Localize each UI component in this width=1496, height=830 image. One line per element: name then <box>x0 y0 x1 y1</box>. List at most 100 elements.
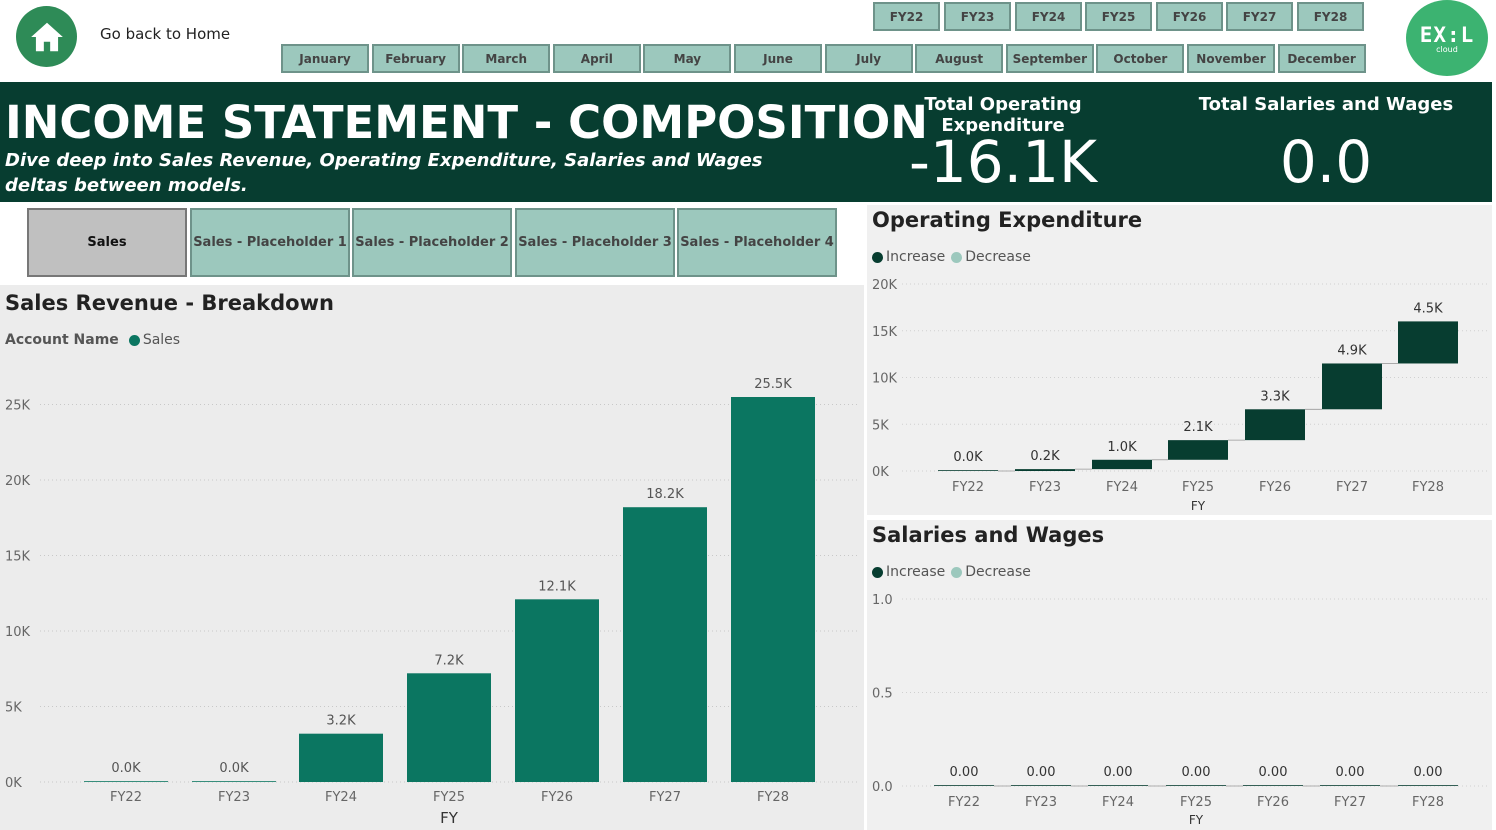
x-tick-label: FY28 <box>1412 480 1444 495</box>
month-button-august[interactable]: August <box>915 44 1004 73</box>
y-tick-label: 5K <box>5 701 22 716</box>
tab-sales-placeholder-3[interactable]: Sales - Placeholder 3 <box>515 208 675 277</box>
waterfall-bar[interactable] <box>1166 785 1226 786</box>
legend-dot <box>128 334 140 346</box>
month-button-september[interactable]: September <box>1005 44 1094 73</box>
month-button-october[interactable]: October <box>1096 44 1185 73</box>
sales-bar[interactable] <box>192 781 276 782</box>
logo-text: EX:L <box>1419 22 1475 47</box>
bar-data-label: 0.00 <box>1414 765 1443 780</box>
x-tick-label: FY24 <box>1106 480 1138 495</box>
fy-button-fy22[interactable]: FY22 <box>873 2 940 31</box>
opex-legend: Increase Decrease <box>872 249 1037 265</box>
bar-data-label: 0.2K <box>1030 449 1060 464</box>
fy-button-fy24[interactable]: FY24 <box>1015 2 1082 31</box>
bar-data-label: 0.0K <box>111 761 141 776</box>
x-tick-label: FY23 <box>1025 795 1057 810</box>
fy-button-fy25[interactable]: FY25 <box>1085 2 1152 31</box>
legend-label: Increase <box>886 564 946 580</box>
bar-data-label: 3.3K <box>1260 389 1290 404</box>
tab-sales-placeholder-2[interactable]: Sales - Placeholder 2 <box>352 208 512 277</box>
x-tick-label: FY25 <box>433 790 465 805</box>
header-banner: INCOME STATEMENT - COMPOSITION Dive deep… <box>0 82 1492 202</box>
opex-waterfall-chart: 0K 5K 10K 15K 20K 0.0K FY22 0.2K FY23 1.0K FY24 2.1… <box>872 278 1487 513</box>
y-tick-label: 15K <box>5 550 31 565</box>
bar-data-label: 0.00 <box>1336 765 1365 780</box>
x-tick-label: FY23 <box>1029 480 1061 495</box>
waterfall-bar[interactable] <box>938 470 998 471</box>
tab-sales-placeholder-4[interactable]: Sales - Placeholder 4 <box>677 208 837 277</box>
legend-title: Account Name <box>5 332 119 348</box>
month-button-april[interactable]: April <box>552 44 641 73</box>
legend-item-decrease: Decrease <box>951 249 1031 265</box>
legend-label: Decrease <box>965 249 1031 265</box>
waterfall-bar[interactable] <box>1243 785 1303 786</box>
month-button-march[interactable]: March <box>462 44 551 73</box>
sales-bar[interactable] <box>515 599 599 782</box>
fy-button-fy26[interactable]: FY26 <box>1156 2 1223 31</box>
home-button[interactable] <box>16 6 77 67</box>
fy-button-fy23[interactable]: FY23 <box>944 2 1011 31</box>
sales-bar[interactable] <box>623 507 707 782</box>
sales-chart-title: Sales Revenue - Breakdown <box>5 291 334 315</box>
legend-item-increase: Increase <box>872 249 945 265</box>
legend-dot <box>951 251 963 263</box>
y-tick-label: 20K <box>872 278 898 293</box>
sales-bar[interactable] <box>84 781 168 782</box>
sales-bar[interactable] <box>299 733 383 782</box>
waterfall-bar[interactable] <box>1015 469 1075 471</box>
x-tick-label: FY24 <box>325 790 357 805</box>
kpi-opex-title: Total Operating Expenditure <box>924 94 1082 136</box>
waterfall-bar[interactable] <box>1092 459 1152 470</box>
x-tick-label: FY22 <box>948 795 980 810</box>
waterfall-bar[interactable] <box>1245 409 1305 441</box>
x-tick-label: FY26 <box>541 790 573 805</box>
y-tick-label: 5K <box>872 418 889 433</box>
x-tick-label: FY26 <box>1259 480 1291 495</box>
bar-data-label: 0.00 <box>950 765 979 780</box>
bar-data-label: 4.5K <box>1413 301 1443 316</box>
x-tick-label: FY27 <box>649 790 681 805</box>
waterfall-bar[interactable] <box>934 785 994 786</box>
waterfall-bar[interactable] <box>1168 440 1228 460</box>
waterfall-bar[interactable] <box>1088 785 1148 786</box>
month-button-june[interactable]: June <box>734 44 822 73</box>
sales-legend: Account Name Sales <box>5 332 186 348</box>
fy-button-fy27[interactable]: FY27 <box>1226 2 1293 31</box>
legend-item-increase: Increase <box>872 564 945 580</box>
month-button-january[interactable]: January <box>281 44 369 73</box>
home-link[interactable]: Go back to Home <box>100 25 231 43</box>
waterfall-bar[interactable] <box>1398 785 1458 786</box>
opex-chart-title: Operating Expenditure <box>872 208 1143 232</box>
tab-sales[interactable]: Sales <box>27 208 187 277</box>
waterfall-bar[interactable] <box>1398 321 1458 364</box>
bar-data-label: 0.0K <box>219 761 249 776</box>
bar-data-label: 12.1K <box>538 579 576 594</box>
sales-bar[interactable] <box>731 397 815 782</box>
month-button-july[interactable]: July <box>824 44 913 73</box>
legend-item-decrease: Decrease <box>951 564 1031 580</box>
y-tick-label: 10K <box>5 625 31 640</box>
fy-button-fy28[interactable]: FY28 <box>1297 2 1364 31</box>
x-axis-title: FY <box>1191 499 1206 513</box>
bar-data-label: 25.5K <box>754 377 792 392</box>
bar-data-label: 18.2K <box>646 487 684 502</box>
x-tick-label: FY25 <box>1182 480 1214 495</box>
month-button-december[interactable]: December <box>1277 44 1366 73</box>
waterfall-bar[interactable] <box>1011 785 1071 786</box>
tab-sales-placeholder-1[interactable]: Sales - Placeholder 1 <box>190 208 350 277</box>
legend-dot <box>872 566 883 578</box>
month-button-november[interactable]: November <box>1187 44 1275 73</box>
sales-bar[interactable] <box>407 673 491 782</box>
x-tick-label: FY24 <box>1102 795 1134 810</box>
waterfall-bar[interactable] <box>1322 363 1382 410</box>
bar-data-label: 0.00 <box>1182 765 1211 780</box>
waterfall-bar[interactable] <box>1320 785 1380 786</box>
month-button-february[interactable]: February <box>371 44 460 73</box>
month-button-may[interactable]: May <box>643 44 732 73</box>
sales-bar-chart: 0K 5K 10K 15K 20K 25K 0.0K FY22 0.0K FY23 3.2K FY24… <box>5 377 860 827</box>
bar-data-label: 1.0K <box>1107 440 1137 455</box>
bar-data-label: 0.0K <box>953 450 983 465</box>
legend-item-sales: Sales <box>128 332 180 348</box>
x-tick-label: FY22 <box>110 790 142 805</box>
